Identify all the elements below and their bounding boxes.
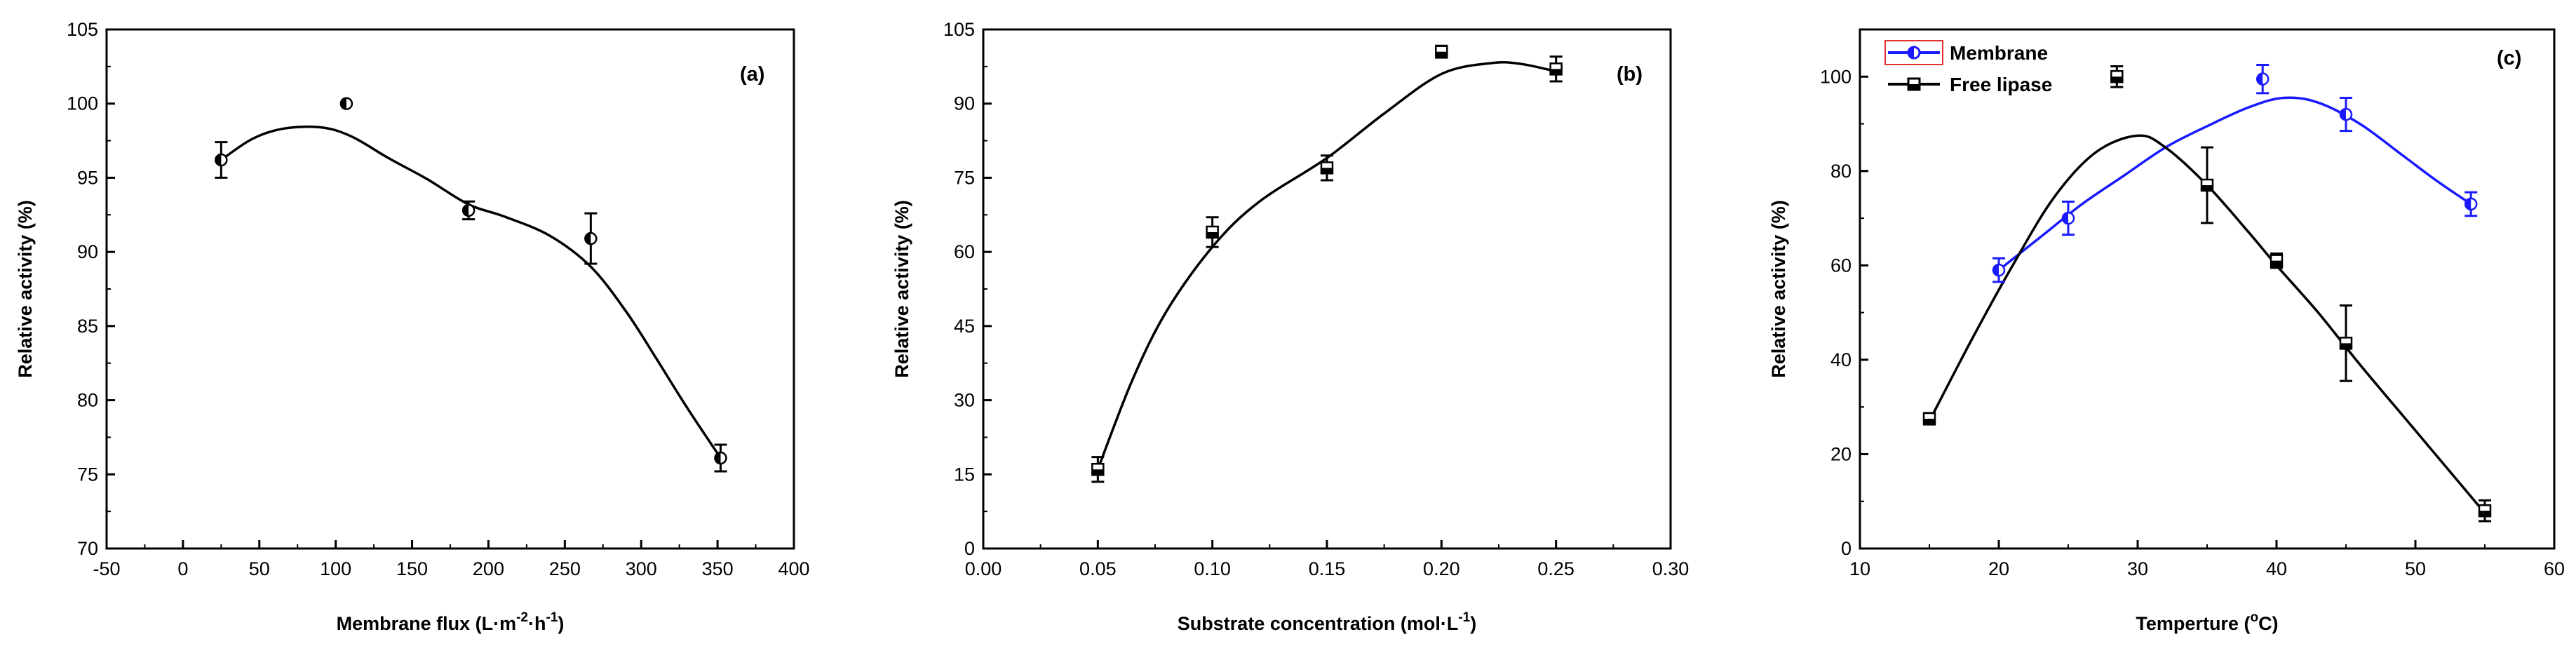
panel-c-ytick-label: 100 — [1820, 66, 1852, 87]
panel-a-label: (a) — [740, 63, 764, 86]
panel-a-xtick-label: 200 — [473, 558, 504, 579]
panel-c-xtick-label: 20 — [1988, 558, 2009, 579]
panel-a-ytick-label: 75 — [77, 464, 98, 485]
legend-membrane-label: Membrane — [1950, 42, 2048, 64]
panel-b-point-fill-substrate — [1092, 469, 1104, 476]
panel-a-point-fill-membrane — [585, 233, 591, 245]
panel-b-fit-curve-substrate — [1096, 61, 1557, 470]
panel-b-xlabel: Substrate concentration (mol·L-1) — [1178, 610, 1476, 634]
panel-a-point-fill-membrane — [463, 204, 469, 216]
panel-a-xtick-label: 50 — [249, 558, 270, 579]
panel-c-point-fill-free-lipase — [2201, 185, 2213, 191]
panel-c-xtick-label: 50 — [2405, 558, 2426, 579]
panel-a-ytick-label: 80 — [77, 390, 98, 411]
panel-a-xtick-label: 350 — [702, 558, 734, 579]
panel-b-point-fill-substrate — [1436, 51, 1448, 58]
panel-c: 10 20 30 40 50 60 0 20 40 60 80 100 (c) Relative ac… — [1768, 28, 2565, 634]
legend-free-lipase-label: Free lipase — [1950, 74, 2052, 95]
panel-c-point-fill-free-lipase — [2111, 76, 2123, 83]
panel-b-ytick-label: 75 — [954, 167, 975, 188]
panel-c-point-fill-membrane — [2340, 109, 2346, 121]
panel-c-fit-curve-free-lipase — [1928, 134, 2486, 514]
panel-a: -50 0 50 100 150 200 250 300 350 400 70 75 80 85 90 95 1… — [15, 19, 810, 634]
panel-c-point-fill-free-lipase — [2271, 260, 2282, 267]
panel-a-xtick-label: 100 — [320, 558, 351, 579]
panel-b-xtick-label: 0.15 — [1309, 558, 1346, 579]
panel-a-xtick-label: 250 — [549, 558, 581, 579]
panel-c-xlabel: Temperture (oC) — [2136, 610, 2278, 634]
panel-c-ytick-label: 60 — [1830, 255, 1852, 276]
panel-b-ytick-label: 30 — [954, 390, 975, 411]
panel-b-label: (b) — [1617, 63, 1643, 86]
panel-b-xtick-label: 0.25 — [1537, 558, 1574, 579]
panel-b-ytick-label: 0 — [964, 538, 975, 559]
panel-c-xtick-label: 10 — [1849, 558, 1870, 579]
panel-a-point-fill-membrane — [340, 97, 346, 109]
legend-membrane-marker-fill — [1908, 47, 1914, 58]
panel-a-xlabel: Membrane flux (L·m-2·h-1) — [337, 610, 565, 634]
panel-a-ytick-label: 100 — [67, 93, 98, 114]
panel-a-xtick-label: 300 — [626, 558, 657, 579]
panel-a-ytick-label: 85 — [77, 316, 98, 337]
panel-c-legend: Membrane Free lipase — [1884, 40, 2052, 95]
panel-b-ytick-label: 15 — [954, 464, 975, 485]
panel-b-ytick-label: 105 — [943, 19, 975, 40]
panel-c-point-fill-membrane — [2465, 198, 2472, 210]
panel-a-xtick-label: 150 — [396, 558, 428, 579]
panel-b-point-fill-substrate — [1321, 168, 1333, 174]
panel-b-xtick-label: 0.10 — [1194, 558, 1231, 579]
panel-a-xtick-label: 400 — [778, 558, 809, 579]
panel-c-xtick-label: 30 — [2127, 558, 2148, 579]
panel-b-point-fill-substrate — [1206, 231, 1218, 238]
panel-a-xtick-label: 0 — [177, 558, 188, 579]
panel-c-point-fill-membrane — [1993, 264, 1999, 276]
panel-c-point-fill-membrane — [2063, 213, 2068, 224]
panel-c-point-fill-free-lipase — [2479, 511, 2490, 517]
legend-highlight-box — [1884, 40, 1943, 65]
panel-a-ylabel: Relative activity (%) — [15, 200, 36, 378]
panel-c-point-fill-free-lipase — [2340, 343, 2352, 349]
panel-b-xtick-label: 0.00 — [965, 558, 1002, 579]
panel-c-label: (c) — [2497, 47, 2521, 69]
panel-c-ytick-label: 40 — [1830, 349, 1852, 370]
panel-b-point-fill-substrate — [1550, 69, 1562, 75]
panel-c-ytick-label: 0 — [1841, 538, 1852, 559]
panel-b-ytick-label: 45 — [954, 316, 975, 337]
panel-c-fit-curve-membrane — [1997, 96, 2472, 271]
panel-b-xtick-label: 0.20 — [1423, 558, 1460, 579]
panel-c-ytick-label: 80 — [1830, 161, 1852, 182]
panel-a-xtick-label: -50 — [93, 558, 120, 579]
panel-c-point-fill-free-lipase — [1924, 419, 1935, 424]
panel-a-frame — [105, 28, 795, 550]
panel-c-xtick-label: 40 — [2266, 558, 2287, 579]
panel-b-ytick-label: 60 — [954, 241, 975, 262]
panel-a-ytick-label: 95 — [77, 167, 98, 188]
panel-c-point-fill-membrane — [2257, 73, 2263, 85]
panel-b-ytick-label: 90 — [954, 93, 975, 114]
panel-a-fit-curve-membrane — [220, 125, 722, 459]
panel-a-ytick-label: 105 — [67, 19, 98, 40]
panel-c-xtick-label: 60 — [2544, 558, 2565, 579]
panel-c-ytick-label: 20 — [1830, 443, 1852, 464]
panel-c-ylabel: Relative activity (%) — [1768, 200, 1789, 378]
panel-b-xtick-label: 0.30 — [1652, 558, 1690, 579]
panel-b-frame — [982, 28, 1672, 550]
panel-b-xtick-label: 0.05 — [1079, 558, 1117, 579]
legend-free-lipase-marker-fill — [1908, 84, 1920, 90]
panel-a-point-fill-membrane — [215, 154, 222, 166]
panel-a-ytick-label: 70 — [77, 538, 98, 559]
panel-b: 0.00 0.05 0.10 0.15 0.20 0.25 0.30 0 15 30 45 60 75 9… — [891, 19, 1689, 634]
panel-a-point-fill-membrane — [715, 452, 721, 464]
panel-b-ylabel: Relative activity (%) — [891, 200, 912, 378]
panel-a-ytick-label: 90 — [77, 241, 98, 262]
